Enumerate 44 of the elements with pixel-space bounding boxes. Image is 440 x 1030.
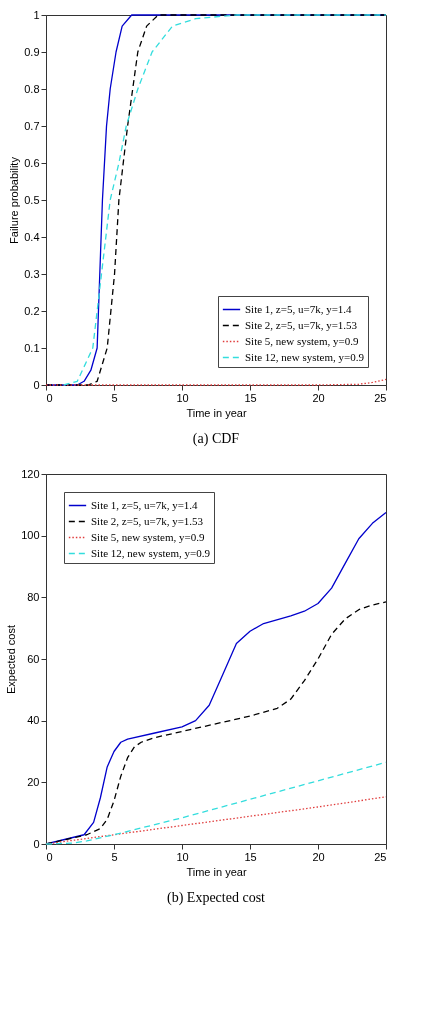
legend-label: Site 2, z=5, u=7k, y=1.53 xyxy=(245,318,358,331)
y-axis-title: Failure probability xyxy=(8,156,21,244)
x-tick-label: 15 xyxy=(244,391,257,404)
y-tick-label: 0.6 xyxy=(24,156,40,169)
legend-label: Site 12, new system, y=0.9 xyxy=(245,350,365,363)
y-tick-label: 60 xyxy=(27,652,40,665)
text: (a) CDF xyxy=(192,431,240,447)
legend-label: Site 5, new system, y=0.9 xyxy=(245,334,359,347)
x-tick-label: 10 xyxy=(176,391,189,404)
y-axis-title: Expected cost xyxy=(5,624,18,695)
x-axis-title: Time in year xyxy=(186,865,247,878)
x-tick-label: 5 xyxy=(111,850,118,863)
legend-label: Site 1, z=5, u=7k, y=1.4 xyxy=(245,302,353,315)
x-tick-label: 15 xyxy=(244,850,257,863)
y-tick-label: 20 xyxy=(27,775,40,788)
y-tick-label: 0.5 xyxy=(24,193,40,206)
y-tick-label: 40 xyxy=(27,714,40,727)
x-tick-label: 25 xyxy=(374,850,387,863)
y-tick-label: 0.2 xyxy=(24,304,40,317)
x-tick-label: 0 xyxy=(46,850,53,863)
y-tick-label: 0.4 xyxy=(24,230,40,243)
legend-label: Site 12, new system, y=0.9 xyxy=(91,546,211,559)
y-tick-label: 0.7 xyxy=(24,119,40,132)
y-tick-label: 0 xyxy=(33,837,40,850)
x-tick-label: 20 xyxy=(312,850,325,863)
x-tick-label: 5 xyxy=(111,391,118,404)
text: (b) Expected cost xyxy=(167,890,266,906)
legend-label: Site 1, z=5, u=7k, y=1.4 xyxy=(91,498,199,511)
y-tick-label: 120 xyxy=(21,467,40,480)
x-axis-title: Time in year xyxy=(186,406,247,419)
x-tick-label: 0 xyxy=(46,391,53,404)
y-tick-label: 80 xyxy=(27,590,40,603)
legend-label: Site 2, z=5, u=7k, y=1.53 xyxy=(91,514,204,527)
y-tick-label: 0.8 xyxy=(24,82,40,95)
x-tick-label: 25 xyxy=(374,391,387,404)
x-tick-label: 10 xyxy=(176,850,189,863)
y-tick-label: 1 xyxy=(33,8,40,21)
legend-label: Site 5, new system, y=0.9 xyxy=(91,530,205,543)
y-tick-label: 0.1 xyxy=(24,341,40,354)
x-tick-label: 20 xyxy=(312,391,325,404)
y-tick-label: 0.9 xyxy=(24,45,40,58)
y-tick-label: 0 xyxy=(33,378,40,391)
y-tick-label: 0.3 xyxy=(24,267,40,280)
y-tick-label: 100 xyxy=(21,529,40,542)
